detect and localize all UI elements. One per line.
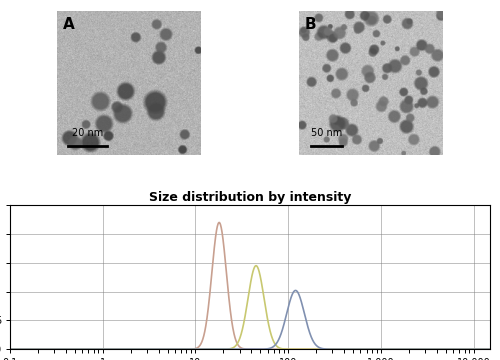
MNPs (394, 347, 400, 351)
MNPs (484, 347, 490, 351)
DOX-MNPs (246, 290, 252, 294)
DOX-MNPs (32, 347, 38, 351)
MNPs (246, 347, 252, 351)
Ab-MNPs-DOX (498, 347, 500, 351)
DOX-MNPs (484, 347, 490, 351)
Ab-MNPs-DOX (292, 288, 298, 293)
Ab-MNPs-DOX (233, 347, 239, 351)
MNPs (7, 347, 13, 351)
Ab-MNPs-DOX (246, 347, 252, 351)
MNPs (498, 347, 500, 351)
Line: DOX-MNPs: DOX-MNPs (10, 266, 500, 349)
MNPs (496, 347, 500, 351)
Text: A: A (62, 17, 74, 32)
Title: Size distribution by intensity: Size distribution by intensity (149, 191, 351, 204)
MNPs (484, 347, 490, 351)
DOX-MNPs (484, 347, 490, 351)
Text: 20 nm: 20 nm (72, 127, 104, 138)
DOX-MNPs (394, 347, 400, 351)
MNPs (32, 347, 38, 351)
DOX-MNPs (233, 343, 239, 348)
Text: B: B (305, 17, 316, 32)
MNPs (233, 339, 239, 343)
Line: MNPs: MNPs (10, 222, 500, 349)
DOX-MNPs (7, 347, 13, 351)
Line: Ab-MNPs-DOX: Ab-MNPs-DOX (10, 291, 500, 349)
Ab-MNPs-DOX (7, 347, 13, 351)
MNPs (216, 220, 222, 225)
Ab-MNPs-DOX (394, 347, 400, 351)
Ab-MNPs-DOX (484, 347, 490, 351)
DOX-MNPs (253, 264, 259, 268)
Ab-MNPs-DOX (32, 347, 38, 351)
DOX-MNPs (498, 347, 500, 351)
Text: 50 nm: 50 nm (311, 127, 342, 138)
Ab-MNPs-DOX (484, 347, 490, 351)
